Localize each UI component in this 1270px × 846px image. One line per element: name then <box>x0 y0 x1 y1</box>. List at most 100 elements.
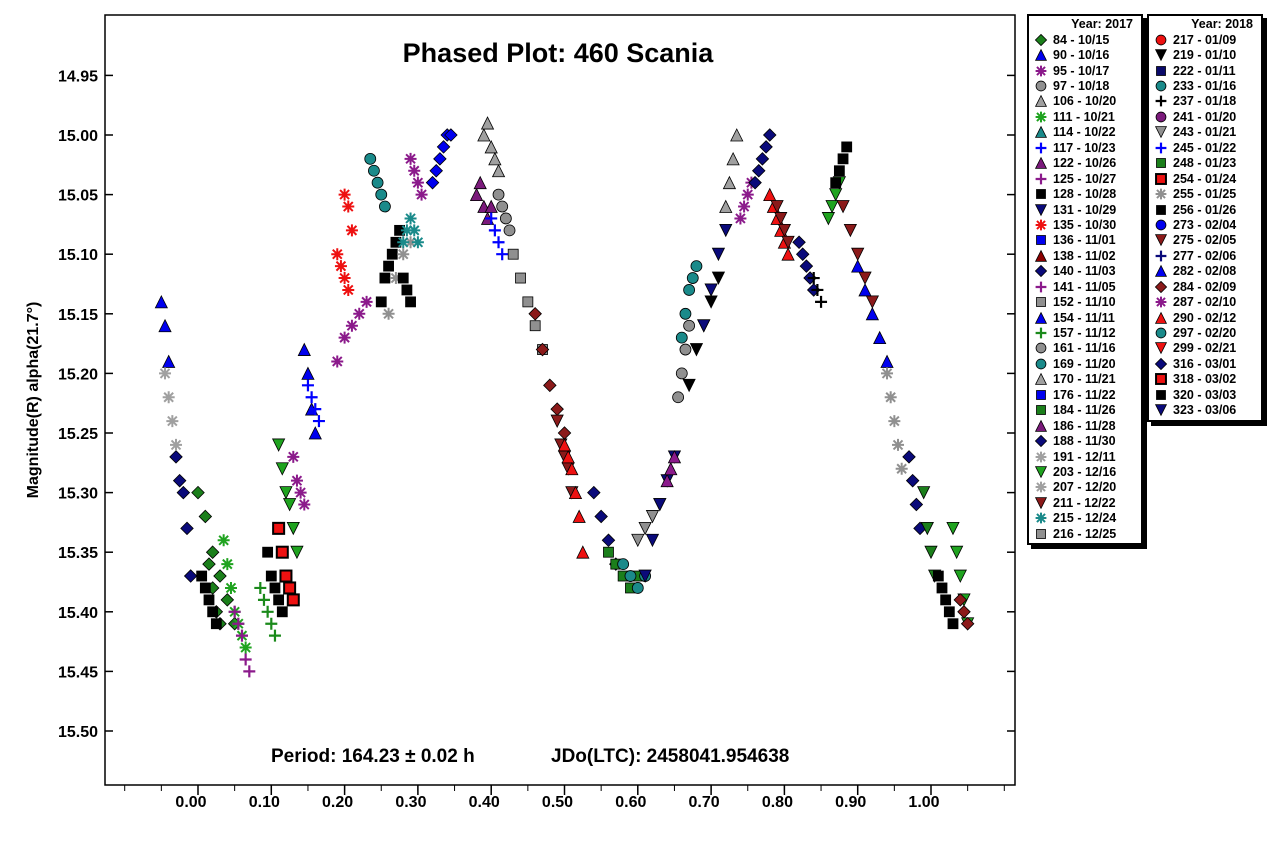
data-point <box>917 486 931 500</box>
data-point <box>689 343 704 357</box>
legend-marker-icon <box>1035 512 1047 524</box>
data-point <box>386 248 398 260</box>
data-point <box>308 426 322 440</box>
data-point <box>265 617 278 630</box>
legend-label: 290 - 02/12 <box>1173 310 1237 325</box>
legend-marker-icon <box>1154 49 1168 62</box>
legend-entry: 135 - 10/30 <box>1033 217 1137 232</box>
legend-entry: 256 - 01/26 <box>1153 202 1257 217</box>
legend-label: 136 - 11/01 <box>1053 233 1116 248</box>
y-tick-label: 15.35 <box>58 545 98 562</box>
legend-marker-icon <box>1034 249 1048 262</box>
data-point <box>953 593 968 607</box>
legend-marker-icon <box>1154 357 1168 371</box>
data-point <box>243 665 256 678</box>
legend-marker-icon <box>1156 65 1166 76</box>
data-point <box>833 165 845 177</box>
data-point <box>719 223 733 238</box>
data-point <box>469 187 484 202</box>
data-point <box>865 306 880 321</box>
data-point <box>960 616 975 631</box>
data-point <box>601 533 616 548</box>
legend-marker-icon <box>1156 158 1166 169</box>
legend-label: 125 - 10/27 <box>1053 171 1117 186</box>
data-point <box>159 367 172 380</box>
legend-marker-icon <box>1154 280 1168 293</box>
legend-marker-icon <box>1155 373 1167 386</box>
legend-marker-icon <box>1034 311 1048 324</box>
x-tick-label: 0.20 <box>322 794 353 811</box>
data-point <box>338 272 351 285</box>
legend-entry: 216 - 12/25 <box>1033 526 1137 541</box>
legend-label: 323 - 03/06 <box>1173 403 1237 418</box>
legend-label: 217 - 01/09 <box>1173 32 1237 47</box>
x-tick-label: 0.00 <box>175 794 206 811</box>
data-point <box>858 283 872 297</box>
data-point <box>411 236 424 249</box>
data-point <box>345 319 358 332</box>
legend-label: 318 - 03/02 <box>1173 372 1237 387</box>
legend-marker-icon <box>1034 33 1048 46</box>
data-point <box>492 188 505 201</box>
data-point <box>338 188 351 201</box>
data-point <box>210 618 222 630</box>
data-point <box>837 153 849 165</box>
data-point <box>368 164 380 177</box>
data-point <box>645 510 660 524</box>
legend-entry: 233 - 01/16 <box>1153 78 1257 93</box>
data-point <box>638 521 652 536</box>
data-point <box>496 248 509 261</box>
legend-entry: 140 - 11/03 <box>1033 264 1137 279</box>
data-point <box>239 653 252 666</box>
data-point <box>675 331 688 344</box>
data-point <box>905 473 920 488</box>
legend-entry: 287 - 02/10 <box>1153 294 1257 309</box>
legend-marker-icon <box>1034 126 1048 139</box>
data-point <box>309 403 322 416</box>
data-point <box>485 212 498 225</box>
data-point <box>272 521 286 535</box>
data-point <box>851 259 865 273</box>
data-point <box>170 438 183 451</box>
data-point <box>404 152 417 165</box>
legend-label: 141 - 11/05 <box>1053 279 1116 294</box>
data-point <box>334 260 347 273</box>
legend-marker-icon <box>1036 297 1046 308</box>
legend-label: 131 - 10/29 <box>1053 202 1117 217</box>
data-point <box>711 271 726 285</box>
legend-entry: 154 - 11/11 <box>1033 310 1137 325</box>
legend-entry: 255 - 01/25 <box>1153 186 1257 201</box>
legend-entry: 215 - 12/24 <box>1033 511 1137 526</box>
data-point <box>940 594 952 606</box>
legend-label: 154 - 11/11 <box>1053 310 1115 325</box>
data-point <box>228 605 241 618</box>
legend-label: 95 - 10/17 <box>1053 63 1110 78</box>
data-point <box>624 570 637 582</box>
legend-marker-icon <box>1036 405 1046 416</box>
data-point <box>400 224 413 237</box>
legend-marker-icon <box>1035 343 1047 354</box>
legend-label: 287 - 02/10 <box>1173 295 1237 310</box>
legend-entry: 97 - 10/18 <box>1033 78 1137 93</box>
data-point <box>686 272 699 284</box>
data-point <box>561 449 575 464</box>
y-tick-label: 15.20 <box>58 366 98 383</box>
data-point <box>807 272 820 285</box>
legend-marker-icon <box>1034 497 1048 510</box>
x-tick-label: 0.70 <box>689 794 720 811</box>
data-point <box>411 176 424 189</box>
data-point <box>851 247 865 262</box>
legend-label: 277 - 02/06 <box>1173 248 1237 263</box>
data-point <box>436 140 451 154</box>
legend-label: 320 - 03/03 <box>1173 387 1237 402</box>
data-point <box>522 296 534 308</box>
data-point <box>763 187 777 202</box>
legend-entry: 122 - 10/26 <box>1033 156 1137 171</box>
legend-marker-icon <box>1154 404 1168 417</box>
y-axis-ticks: 14.95 15.00 15.05 15.10 15.15 15.20 15.25 15.30… <box>58 68 1015 741</box>
data-point <box>587 485 601 500</box>
data-point <box>770 200 784 214</box>
data-point <box>294 486 307 499</box>
legend-entry: 203 - 12/16 <box>1033 464 1137 479</box>
data-point <box>375 188 388 201</box>
